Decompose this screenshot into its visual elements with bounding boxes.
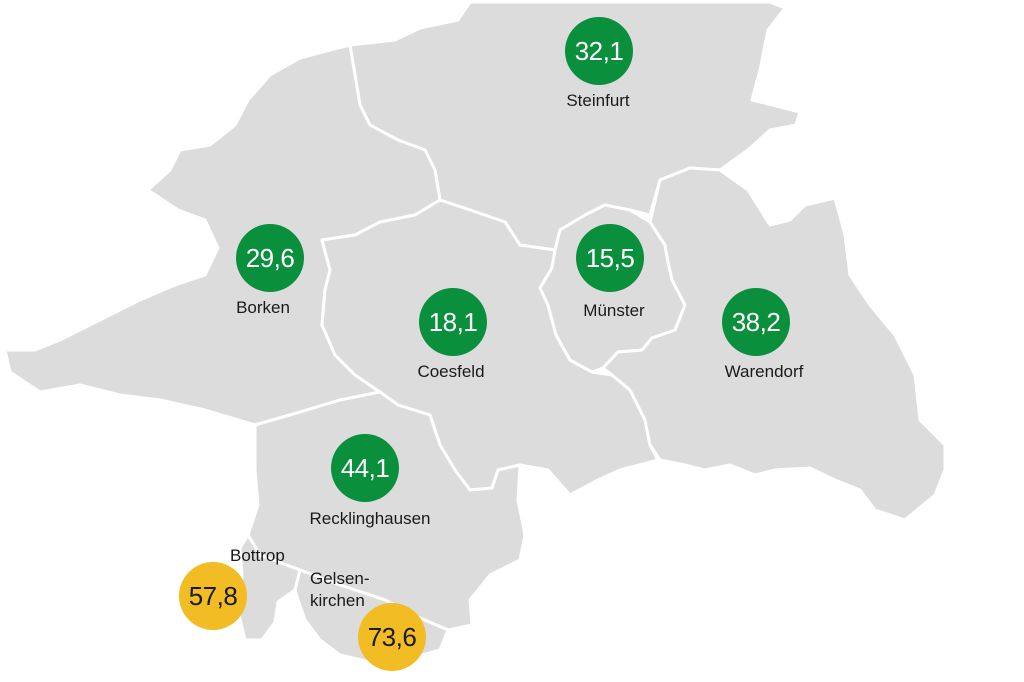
value-badge-muenster: 15,5 bbox=[576, 224, 644, 292]
region-label-steinfurt: Steinfurt bbox=[566, 91, 630, 110]
region-label-muenster: Münster bbox=[583, 301, 645, 320]
region-label-gelsenkirchen-line2: kirchen bbox=[310, 591, 365, 610]
region-label-coesfeld: Coesfeld bbox=[417, 362, 485, 381]
region-label-bottrop: Bottrop bbox=[230, 546, 285, 565]
region-label-warendorf: Warendorf bbox=[724, 362, 804, 381]
value-badge-recklinghausen: 44,1 bbox=[331, 434, 399, 502]
region-recklinghausen[interactable] bbox=[246, 390, 527, 632]
region-label-recklinghausen: Recklinghausen bbox=[309, 509, 431, 528]
region-bottrop[interactable] bbox=[236, 533, 302, 642]
value-badge-borken: 29,6 bbox=[236, 224, 304, 292]
value-badge-steinfurt: 32,1 bbox=[565, 17, 633, 85]
value-badge-gelsenkirchen: 73,6 bbox=[358, 603, 426, 671]
value-badge-bottrop: 57,8 bbox=[179, 562, 247, 630]
value-badge-warendorf: 38,2 bbox=[722, 288, 790, 356]
region-label-borken: Borken bbox=[236, 298, 290, 317]
value-badge-coesfeld: 18,1 bbox=[419, 288, 487, 356]
region-label-gelsenkirchen-line1: Gelsen- bbox=[310, 569, 370, 588]
